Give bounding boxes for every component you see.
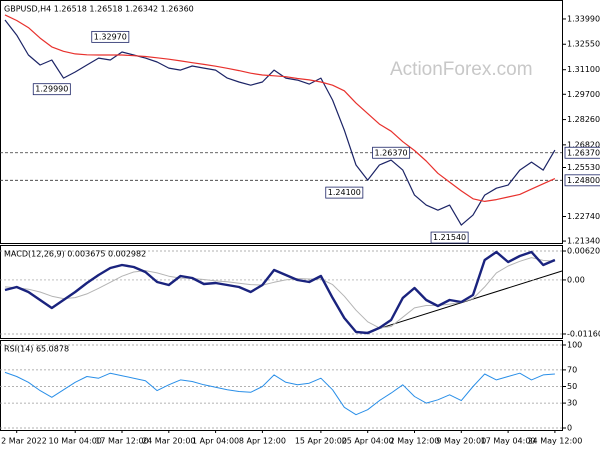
x-tick-label: 9 May 20:00 [436, 437, 486, 446]
x-tick-label: 17 May 04:00 [481, 437, 536, 446]
price-label-box [430, 231, 469, 244]
watermark: ActionForex.com [390, 59, 533, 80]
series-line [4, 371, 555, 416]
y-tick-label: 0.006208 [567, 247, 600, 256]
y-tick-label: 1.26820 [567, 140, 600, 149]
series-line [4, 19, 556, 226]
y-tick-label: 1.22740 [567, 212, 600, 221]
panel-frame [0, 245, 563, 339]
y-tick-label: 1.33990 [567, 14, 600, 23]
price-label: 1.24800 [567, 176, 600, 185]
panel-title: GBPUSD,H4 1.26518 1.26518 1.26342 1.2636… [4, 5, 194, 14]
x-tick-label: 1 Apr 04:00 [192, 437, 239, 446]
price-label: 1.26370 [567, 148, 600, 157]
price-label: 1.29990 [35, 85, 68, 94]
panel-title: MACD(12,26,9) 0.003675 0.002982 [4, 250, 146, 259]
price-label-box [325, 186, 364, 199]
y-tick-label: 1.25530 [567, 163, 600, 172]
y-tick-label: 70 [567, 365, 577, 374]
y-tick-label: 1.28260 [567, 115, 600, 124]
x-tick-label: 10 Mar 04:00 [48, 437, 101, 446]
panel-frame [0, 340, 563, 431]
price-label: 1.26370 [375, 148, 408, 157]
x-tick-label: 8 Apr 12:00 [239, 437, 286, 446]
y-tick-label: -0.011607 [567, 329, 600, 338]
x-tick-label: 2 Mar 2022 [1, 437, 47, 446]
price-label-box [564, 174, 600, 187]
price-label-box [32, 83, 71, 96]
y-tick-label: 30 [567, 399, 577, 408]
y-tick-label: 100 [567, 340, 582, 349]
price-label: 1.32970 [94, 32, 127, 41]
price-label-box [372, 146, 411, 159]
x-tick-label: 15 Apr 20:00 [295, 437, 347, 446]
price-label-box [91, 30, 130, 43]
y-tick-label: 1.31100 [567, 65, 600, 74]
price-label: 1.24100 [328, 188, 361, 197]
y-tick-label: 1.21340 [567, 237, 600, 246]
y-tick-label: 1.29700 [567, 90, 600, 99]
series-line [4, 250, 556, 335]
x-tick-label: 24 Mar 20:00 [142, 437, 195, 446]
y-tick-label: 50 [567, 382, 577, 391]
x-tick-label: 17 Mar 12:00 [95, 437, 148, 446]
y-tick-label: 0.00 [567, 275, 585, 284]
x-tick-label: 25 Apr 04:00 [342, 437, 394, 446]
series-line [4, 14, 556, 202]
panel-frame [0, 0, 563, 244]
panel-title: RSI(14) 65.0878 [4, 345, 69, 354]
y-tick-label: 0 [567, 424, 572, 433]
price-label-box [564, 146, 600, 159]
y-tick-label: 1.32550 [567, 40, 600, 49]
x-tick-label: 24 May 12:00 [527, 437, 582, 446]
x-tick-label: 2 May 12:00 [390, 437, 440, 446]
price-label: 1.21540 [433, 233, 466, 242]
